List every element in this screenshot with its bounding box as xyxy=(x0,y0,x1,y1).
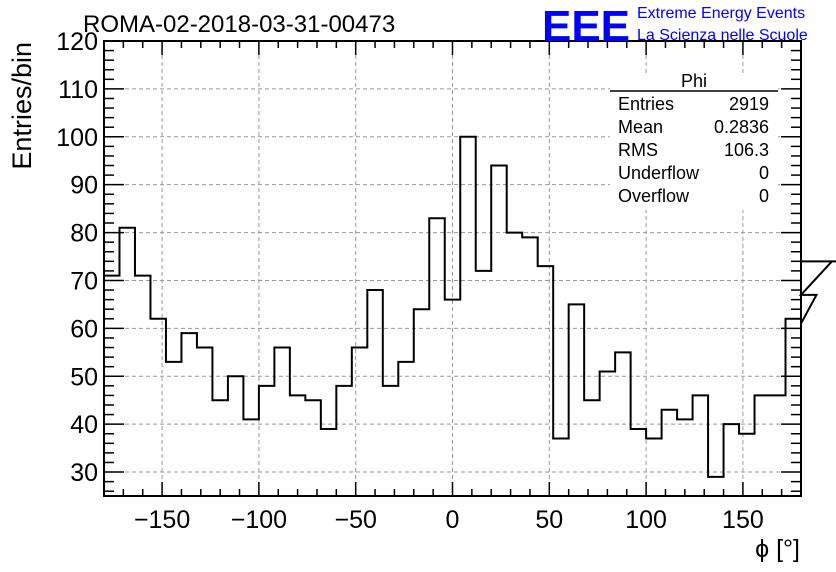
x-tick-label: 150 xyxy=(722,506,764,534)
stats-box: Phi Entries 2919 Mean 0.2836 RMS 106.3 Underfl… xyxy=(610,71,778,210)
histogram-line xyxy=(104,135,836,478)
stats-title: Phi xyxy=(681,71,707,91)
y-tick-label: 30 xyxy=(70,459,98,487)
stats-row-label: RMS xyxy=(618,140,658,160)
stats-row-label: Mean xyxy=(618,117,663,137)
axis-ticks xyxy=(103,40,802,496)
logo-line1: Extreme Energy Events xyxy=(637,5,805,22)
x-tick-labels: −150 −100 −50 0 50 100 150 xyxy=(134,506,764,534)
chart-title: ROMA-02-2018-03-31-00473 xyxy=(83,11,395,38)
y-axis-label: Entries/bin xyxy=(7,42,37,170)
stats-row-value: 0.2836 xyxy=(714,117,769,137)
x-tick-label: 50 xyxy=(535,506,563,534)
x-tick-label: −50 xyxy=(334,506,376,534)
stats-row-value: 0 xyxy=(759,186,769,206)
y-tick-label: 110 xyxy=(58,76,98,104)
y-tick-label: 120 xyxy=(56,28,98,56)
y-tick-labels: 30 40 50 60 70 80 90 100 110 120 xyxy=(56,28,98,487)
x-axis-label: ϕ [°] xyxy=(755,535,800,563)
logo-mark: EEE xyxy=(542,2,630,51)
stats-row-value: 106.3 xyxy=(724,140,769,160)
eee-logo: EEE Extreme Energy Events La Scienza nel… xyxy=(542,2,808,51)
stats-box-bg xyxy=(610,75,778,210)
x-tick-label: −150 xyxy=(134,506,190,534)
stats-row-value: 0 xyxy=(759,163,769,183)
y-tick-label: 90 xyxy=(70,172,98,200)
stats-row-value: 2919 xyxy=(729,94,769,114)
y-tick-label: 40 xyxy=(70,411,98,439)
stats-row-label: Underflow xyxy=(618,163,700,183)
stats-row-label: Overflow xyxy=(618,186,690,206)
x-tick-label: −100 xyxy=(231,506,287,534)
logo-line2: La Scienza nelle Scuole xyxy=(637,27,808,44)
y-tick-label: 70 xyxy=(70,267,98,295)
y-tick-label: 80 xyxy=(70,220,98,248)
y-tick-label: 100 xyxy=(56,124,98,152)
x-tick-label: 100 xyxy=(625,506,667,534)
x-tick-label: 0 xyxy=(446,506,460,534)
y-tick-label: 50 xyxy=(70,363,98,391)
y-tick-label: 60 xyxy=(70,315,98,343)
stats-row-label: Entries xyxy=(618,94,674,114)
